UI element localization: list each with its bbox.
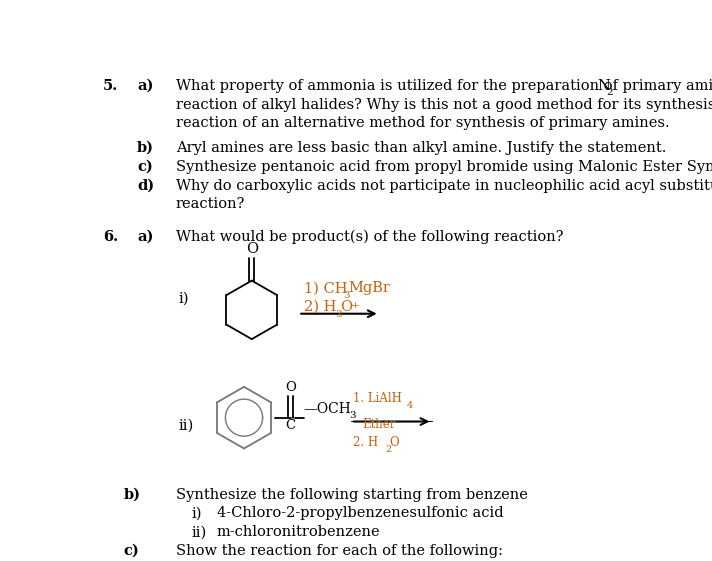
Text: ii): ii) [192,525,206,539]
Text: —OCH: —OCH [303,402,350,416]
Text: O: O [246,242,258,256]
Text: O: O [285,381,296,394]
Text: b): b) [137,141,154,155]
Text: c): c) [137,160,153,174]
Text: 4: 4 [407,401,413,410]
Text: b): b) [124,488,141,502]
Text: Why do carboxylic acids not participate in nucleophilic acid acyl substitution: Why do carboxylic acids not participate … [176,178,712,192]
Text: 3: 3 [344,291,350,300]
Text: reaction of an alternative method for synthesis of primary amines.: reaction of an alternative method for sy… [176,116,669,130]
Text: Ether: Ether [362,418,396,431]
Text: 3: 3 [335,310,342,319]
Text: +: + [350,301,360,310]
Text: 5.: 5. [103,79,118,93]
Text: Synthesize pentanoic acid from propyl bromide using Malonic Ester Synthesis.: Synthesize pentanoic acid from propyl br… [176,160,712,174]
Text: 2: 2 [385,444,392,453]
Text: Show the reaction for each of the following:: Show the reaction for each of the follow… [176,544,503,558]
Text: 4-Chloro-2-propylbenzenesulfonic acid: 4-Chloro-2-propylbenzenesulfonic acid [217,507,503,521]
Text: C: C [286,419,295,432]
Text: a): a) [137,79,153,93]
Text: O: O [340,300,352,314]
Text: Aryl amines are less basic than alkyl amine. Justify the statement.: Aryl amines are less basic than alkyl am… [176,141,666,155]
Text: 1) CH: 1) CH [305,281,348,295]
Text: 1. LiAlH: 1. LiAlH [353,392,402,405]
Text: Synthesize the following starting from benzene: Synthesize the following starting from b… [176,488,528,502]
Text: ii): ii) [178,418,194,432]
Text: i): i) [192,507,201,521]
Text: 3: 3 [350,411,356,420]
Text: a): a) [137,229,153,243]
Text: m-chloronitrobenzene: m-chloronitrobenzene [217,525,380,539]
Text: i): i) [178,291,189,305]
Text: d): d) [137,178,155,192]
Text: reaction?: reaction? [176,197,245,211]
Text: 2) H: 2) H [305,300,337,314]
Text: MgBr: MgBr [348,281,390,295]
Text: 2. H: 2. H [353,436,378,449]
Text: 6.: 6. [103,229,118,243]
Text: N: N [597,79,610,93]
Text: What would be product(s) of the following reaction?: What would be product(s) of the followin… [176,229,563,243]
Text: c): c) [124,544,140,558]
Text: What property of ammonia is utilized for the preparation of primary amines by S: What property of ammonia is utilized for… [176,79,712,93]
Text: O: O [389,436,399,449]
Text: 2: 2 [606,88,612,97]
Text: reaction of alkyl halides? Why is this not a good method for its synthesis? Show: reaction of alkyl halides? Why is this n… [176,98,712,112]
